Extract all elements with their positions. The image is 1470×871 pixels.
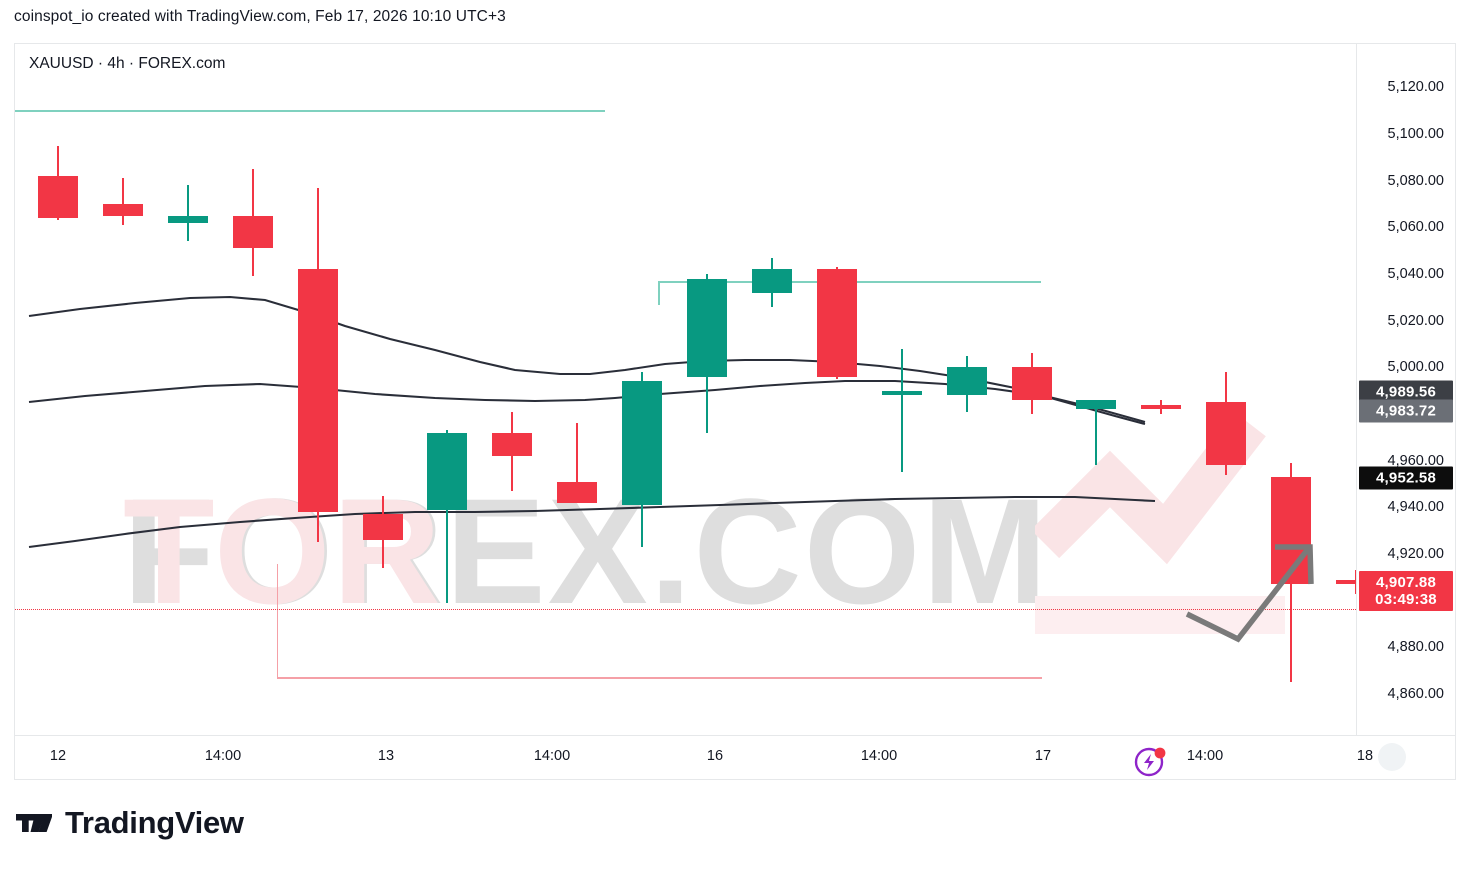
auto-scale-badge[interactable] <box>1378 743 1406 771</box>
price-tick: 4,960.00 <box>1387 452 1444 469</box>
chart-frame: FOREX.COM TOR <box>14 43 1456 780</box>
candlestick-7[interactable] <box>492 411 533 491</box>
tradingview-footer[interactable]: TradingView <box>16 805 244 841</box>
candle-body <box>946 367 987 396</box>
candle-body <box>427 432 468 510</box>
ma-label-grey[interactable]: 4,983.72 <box>1359 399 1453 422</box>
candle-wick <box>446 430 449 603</box>
price-tick: 4,860.00 <box>1387 686 1444 702</box>
ma-label-black[interactable]: 4,952.58 <box>1359 466 1453 490</box>
support-red-anchor <box>277 564 279 678</box>
candle-body <box>232 215 273 249</box>
chart-plot-area[interactable]: FOREX.COM TOR <box>15 44 1356 779</box>
tradingview-wordmark: TradingView <box>65 805 244 840</box>
time-tick: 17 <box>1034 748 1052 764</box>
price-tick: 5,080.00 <box>1387 172 1444 189</box>
time-axis[interactable]: 12 14:00 13 14:00 16 14:00 17 14:00 18 <box>15 735 1455 779</box>
candlestick-20[interactable] <box>1336 570 1356 594</box>
time-tick: 14:00 <box>533 748 571 764</box>
candle-body <box>881 390 922 395</box>
price-tick: 5,060.00 <box>1387 219 1444 236</box>
candle-body <box>362 514 403 540</box>
candle-body <box>167 215 208 223</box>
candle-body <box>102 203 143 216</box>
price-tick: 5,100.00 <box>1387 126 1444 142</box>
candlestick-8[interactable] <box>557 423 598 503</box>
support-red-segment[interactable] <box>277 677 1042 679</box>
legend-underline <box>15 110 605 112</box>
page-caption: coinspot_io created with TradingView.com… <box>14 8 506 25</box>
price-tick: 5,020.00 <box>1387 312 1444 329</box>
candlestick-12[interactable] <box>816 267 857 379</box>
candlestick-9[interactable] <box>622 372 663 547</box>
price-tick: 5,000.00 <box>1387 359 1444 376</box>
forecast-arrow-icon <box>1185 544 1314 643</box>
last-price-dotted-line <box>15 609 1356 610</box>
candle-wick <box>576 423 579 501</box>
symbol-legend[interactable]: XAUUSD · 4h · FOREX.com <box>29 55 226 72</box>
candle-body <box>687 278 727 377</box>
candlestick-15[interactable] <box>1011 353 1052 414</box>
alert-lightning-icon[interactable] <box>1133 742 1169 778</box>
candle-body <box>1141 404 1182 410</box>
price-tick: 4,920.00 <box>1387 546 1444 562</box>
price-tick: 5,120.00 <box>1387 79 1444 96</box>
price-tick: 4,940.00 <box>1387 499 1444 516</box>
last-price-label[interactable]: 4,907.88 03:49:38 <box>1359 571 1453 612</box>
candlestick-18[interactable] <box>1206 372 1247 475</box>
candlestick-10[interactable] <box>687 274 727 433</box>
candlestick-16[interactable] <box>1076 400 1117 466</box>
price-label-value: 4,983.72 <box>1376 402 1436 419</box>
time-tick: 12 <box>49 748 67 764</box>
time-tick: 14:00 <box>204 748 242 764</box>
candlestick-5[interactable] <box>362 495 403 568</box>
candle-body <box>557 481 598 503</box>
candle-wick <box>900 348 903 473</box>
candle-body <box>1336 579 1356 585</box>
candlestick-2[interactable] <box>167 185 208 242</box>
time-tick: 16 <box>706 748 724 764</box>
price-label-value: 4,907.88 <box>1376 574 1436 592</box>
candle-wick <box>186 185 189 242</box>
candle-body <box>1076 400 1117 410</box>
candle-body <box>1206 402 1247 466</box>
candle-wick <box>1095 402 1098 466</box>
ma-label-dark[interactable]: 4,989.56 <box>1359 380 1453 404</box>
price-label-value: 4,952.58 <box>1376 469 1436 487</box>
price-axis[interactable]: 5,120.00 5,100.00 5,080.00 5,060.00 5,040.00… <box>1356 44 1455 779</box>
candlestick-0[interactable] <box>38 145 78 221</box>
candlestick-13[interactable] <box>881 348 922 473</box>
candle-body <box>492 432 533 456</box>
candlestick-14[interactable] <box>946 355 987 412</box>
candlestick-1[interactable] <box>102 178 143 225</box>
time-tick: 13 <box>377 748 395 764</box>
price-label-countdown: 03:49:38 <box>1375 591 1437 609</box>
candlestick-6[interactable] <box>427 430 468 603</box>
time-tick: 14:00 <box>1186 748 1224 764</box>
candlestick-11[interactable] <box>751 257 792 307</box>
candle-body <box>751 269 792 293</box>
ma-slow-line <box>28 495 1156 549</box>
price-tick: 4,880.00 <box>1387 639 1444 656</box>
time-tick: 18 <box>1356 748 1374 764</box>
time-tick: 14:00 <box>860 748 898 764</box>
candlestick-3[interactable] <box>232 169 273 277</box>
tradingview-logo-icon <box>16 814 52 832</box>
candle-body <box>622 381 663 505</box>
candle-body <box>1011 367 1052 400</box>
candlestick-4[interactable] <box>297 187 338 543</box>
candle-body <box>38 175 78 218</box>
price-tick: 5,040.00 <box>1387 266 1444 282</box>
candle-body <box>816 269 857 377</box>
candle-body <box>297 269 338 512</box>
resistance-teal-anchor <box>658 281 660 305</box>
candlestick-17[interactable] <box>1141 400 1182 414</box>
candle-wick <box>121 178 124 225</box>
price-label-value: 4,989.56 <box>1376 383 1436 401</box>
candlestick-series[interactable] <box>15 44 1356 779</box>
